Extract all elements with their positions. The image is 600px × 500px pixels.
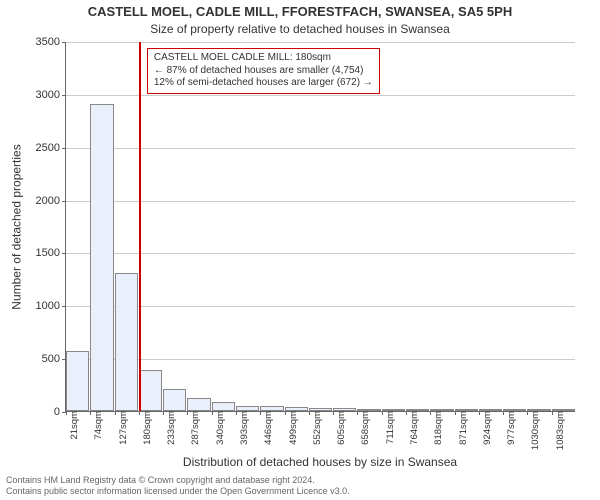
- x-tick-label: 127sqm: [117, 411, 129, 445]
- x-tick-mark: [455, 411, 456, 415]
- histogram-bar: [163, 389, 186, 411]
- annotation-line: 12% of semi-detached houses are larger (…: [154, 77, 373, 90]
- annotation-line: ← 87% of detached houses are smaller (4,…: [154, 65, 373, 78]
- x-tick-label: 393sqm: [238, 411, 250, 445]
- grid-line: [66, 359, 575, 360]
- chart-subtitle: Size of property relative to detached ho…: [0, 22, 600, 36]
- y-tick-label: 2500: [36, 142, 66, 154]
- x-tick-label: 764sqm: [408, 411, 420, 445]
- x-tick-label: 977sqm: [505, 411, 517, 445]
- x-tick-mark: [115, 411, 116, 415]
- chart-container: CASTELL MOEL, CADLE MILL, FFORESTFACH, S…: [0, 0, 600, 500]
- x-tick-label: 924sqm: [481, 411, 493, 445]
- x-tick-label: 871sqm: [457, 411, 469, 445]
- grid-line: [66, 253, 575, 254]
- y-tick-label: 0: [54, 406, 66, 418]
- x-tick-label: 233sqm: [165, 411, 177, 445]
- grid-line: [66, 306, 575, 307]
- x-tick-mark: [552, 411, 553, 415]
- footer-line-2: Contains public sector information licen…: [6, 486, 350, 497]
- x-tick-label: 499sqm: [287, 411, 299, 445]
- x-tick-label: 552sqm: [311, 411, 323, 445]
- x-tick-mark: [333, 411, 334, 415]
- grid-line: [66, 148, 575, 149]
- x-tick-label: 605sqm: [335, 411, 347, 445]
- histogram-bar: [90, 104, 113, 411]
- annotation-box: CASTELL MOEL CADLE MILL: 180sqm← 87% of …: [147, 48, 380, 94]
- footer-text: Contains HM Land Registry data © Crown c…: [6, 475, 350, 497]
- histogram-bar: [66, 351, 89, 411]
- y-tick-label: 3000: [36, 89, 66, 101]
- footer-line-1: Contains HM Land Registry data © Crown c…: [6, 475, 350, 486]
- grid-line: [66, 95, 575, 96]
- y-axis-title: Number of detached properties: [10, 42, 24, 412]
- x-tick-label: 340sqm: [214, 411, 226, 445]
- histogram-bar: [212, 402, 235, 411]
- x-axis-title: Distribution of detached houses by size …: [65, 455, 575, 469]
- histogram-bar: [115, 273, 138, 411]
- x-tick-mark: [479, 411, 480, 415]
- histogram-bar: [139, 370, 162, 411]
- annotation-line: CASTELL MOEL CADLE MILL: 180sqm: [154, 52, 373, 65]
- y-tick-label: 1500: [36, 247, 66, 259]
- histogram-bar: [187, 398, 210, 411]
- chart-title: CASTELL MOEL, CADLE MILL, FFORESTFACH, S…: [0, 4, 600, 19]
- x-tick-label: 446sqm: [262, 411, 274, 445]
- y-tick-label: 2000: [36, 195, 66, 207]
- reference-line: [139, 42, 141, 411]
- x-tick-label: 21sqm: [68, 411, 80, 440]
- x-tick-mark: [309, 411, 310, 415]
- grid-line: [66, 42, 575, 43]
- x-tick-label: 1083sqm: [554, 411, 566, 450]
- plot-area: 050010001500200025003000350021sqm74sqm12…: [65, 42, 575, 412]
- x-tick-label: 818sqm: [432, 411, 444, 445]
- x-tick-mark: [212, 411, 213, 415]
- y-tick-label: 500: [42, 353, 66, 365]
- x-tick-mark: [139, 411, 140, 415]
- x-tick-mark: [382, 411, 383, 415]
- x-tick-label: 74sqm: [92, 411, 104, 440]
- x-tick-mark: [236, 411, 237, 415]
- x-tick-mark: [285, 411, 286, 415]
- x-tick-label: 180sqm: [141, 411, 153, 445]
- y-tick-label: 3500: [36, 36, 66, 48]
- x-tick-label: 287sqm: [189, 411, 201, 445]
- grid-line: [66, 201, 575, 202]
- x-tick-mark: [503, 411, 504, 415]
- x-tick-label: 711sqm: [384, 411, 396, 444]
- x-tick-label: 658sqm: [359, 411, 371, 445]
- x-tick-mark: [163, 411, 164, 415]
- x-tick-label: 1030sqm: [529, 411, 541, 450]
- x-tick-mark: [406, 411, 407, 415]
- y-tick-label: 1000: [36, 300, 66, 312]
- x-tick-mark: [66, 411, 67, 415]
